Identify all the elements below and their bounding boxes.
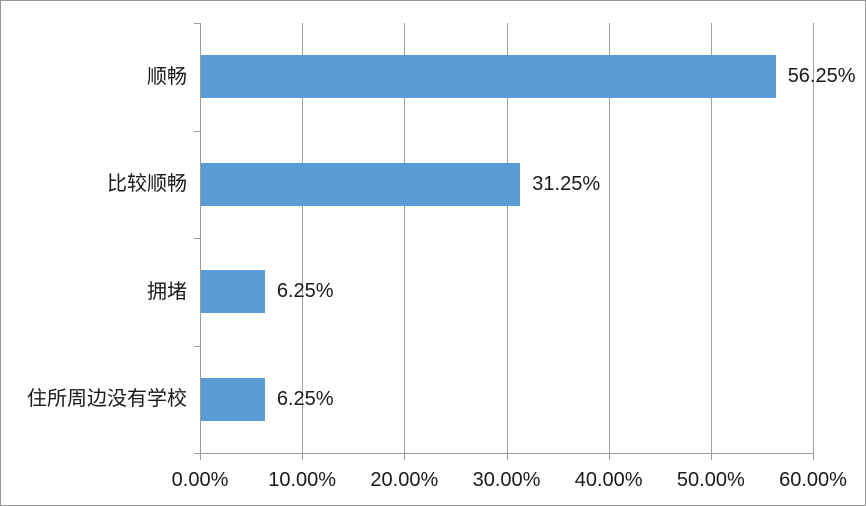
- gridline: [506, 23, 508, 453]
- x-axis-tick-label: 60.00%: [779, 469, 847, 491]
- category-label: 比较顺畅: [107, 173, 187, 196]
- x-tick-mark: [404, 453, 406, 460]
- category-label: 顺畅: [147, 65, 187, 88]
- y-axis-line: [200, 23, 201, 453]
- bar: [201, 270, 265, 314]
- y-tick-mark: [194, 130, 200, 132]
- data-label: 56.25%: [787, 65, 856, 88]
- category-label: 住所周边没有学校: [27, 388, 187, 411]
- x-axis-tick-label: 10.00%: [268, 469, 337, 491]
- x-axis-tick-label: 40.00%: [574, 469, 643, 491]
- gridline: [302, 23, 304, 453]
- y-tick-mark: [194, 345, 200, 347]
- x-tick-mark: [710, 453, 712, 460]
- bar: [201, 377, 265, 421]
- x-tick-mark: [302, 453, 304, 460]
- gridline: [608, 23, 610, 453]
- x-tick-mark: [506, 453, 508, 460]
- x-tick-mark: [813, 453, 814, 460]
- y-tick-mark: [194, 238, 200, 239]
- x-tick-mark: [608, 453, 610, 460]
- x-tick-mark: [200, 453, 201, 460]
- bar: [201, 162, 521, 206]
- data-label: 6.25%: [276, 280, 334, 303]
- gridline: [710, 23, 712, 453]
- gridline: [404, 23, 406, 453]
- bar: [201, 55, 776, 99]
- x-axis-tick-label: 30.00%: [472, 469, 541, 491]
- x-axis-tick-label: 0.00%: [171, 469, 229, 491]
- gridline: [813, 23, 814, 453]
- y-tick-mark: [194, 23, 200, 24]
- data-label: 6.25%: [276, 387, 334, 410]
- y-tick-mark: [194, 453, 200, 454]
- x-axis-tick-label: 50.00%: [676, 469, 745, 491]
- data-label: 31.25%: [532, 172, 601, 195]
- x-axis-tick-label: 20.00%: [370, 469, 439, 491]
- category-label: 拥堵: [147, 280, 187, 303]
